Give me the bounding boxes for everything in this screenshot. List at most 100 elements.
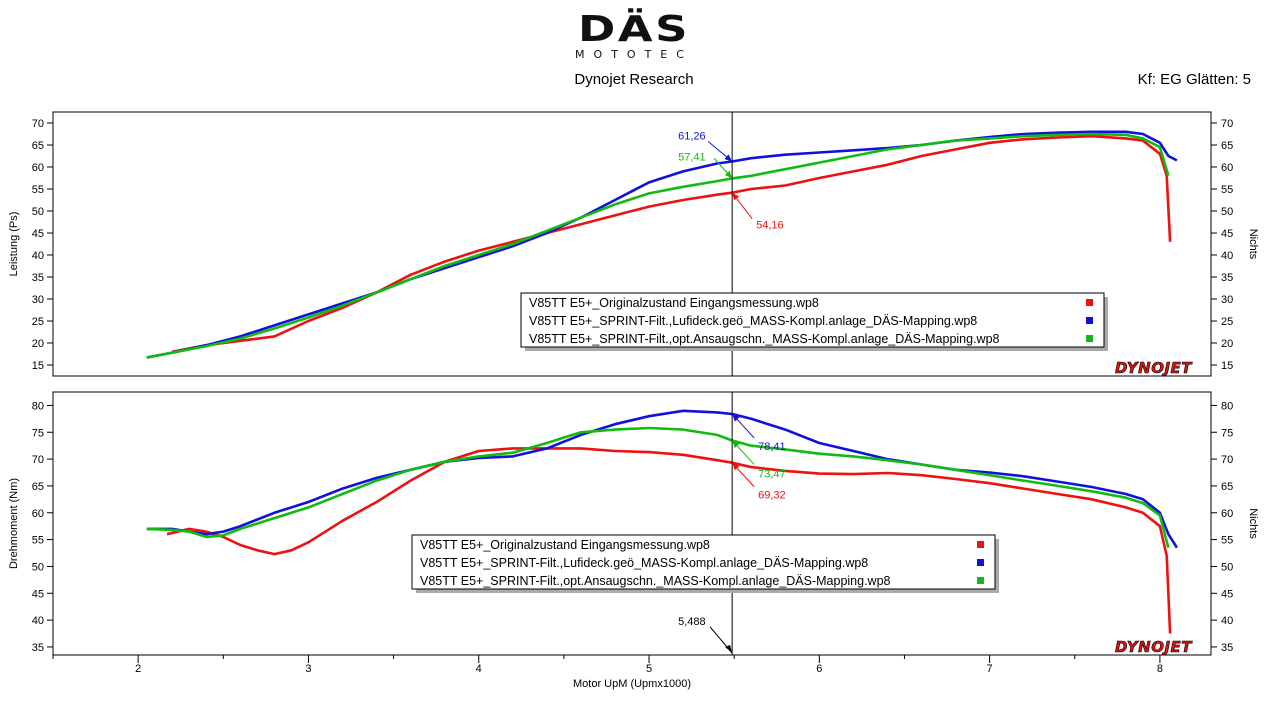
x-tick-label: 5 (646, 663, 652, 675)
y-tick-label-left: 20 (32, 338, 44, 350)
annotation-arrow-head (724, 154, 733, 162)
chart-panel-power: 15 15 20 20 25 25 30 30 35 35 40 40 45 45 50 50 55 55 60 60… (8, 111, 1259, 377)
y-tick-label-right: 40 (1221, 615, 1233, 627)
y-tick-label-right: 70 (1221, 118, 1233, 130)
series-line-2 (146, 130, 1178, 359)
logo-subtext: MOTOTEC (575, 48, 693, 61)
annotation-value-label: 78,41 (758, 441, 786, 453)
series-line-2 (146, 409, 1179, 549)
das-mototec-logo: DÄS MOTOTEC (548, 10, 720, 62)
y-tick-label-right: 60 (1221, 162, 1233, 174)
y-tick-label-left: 60 (32, 508, 44, 520)
x-tick-label: 3 (305, 663, 311, 675)
y-tick-label-right: 30 (1221, 294, 1233, 306)
y-tick-label-left: 65 (32, 140, 44, 152)
y-tick-label-right: 55 (1221, 535, 1233, 547)
y-tick-label-right: 35 (1221, 642, 1233, 654)
x-tick-label: 8 (1157, 663, 1163, 675)
annotation-value-label: 57,41 (678, 151, 706, 163)
legend-color-swatch (1086, 299, 1093, 306)
legend-color-swatch (977, 559, 984, 566)
legend-color-swatch (1086, 317, 1093, 324)
annotation-value-label: 61,26 (678, 130, 706, 142)
y-tick-label-right: 65 (1221, 140, 1233, 152)
y-axis-title: Leistung (Ps) (8, 212, 20, 277)
y-tick-label-left: 25 (32, 316, 44, 328)
annotation-value-label: 73,47 (758, 468, 786, 480)
legend-box (411, 534, 996, 590)
y-tick-label-left: 15 (32, 360, 44, 372)
annotation-arrow-head (724, 170, 733, 179)
y-tick-label-right: 70 (1221, 454, 1233, 466)
smoothing-setting: Kf: EG Glätten: 5 (1137, 71, 1251, 88)
dynojet-logo: DYNOJET (1115, 359, 1193, 377)
cursor-rpm-label: 5,488 (678, 616, 706, 628)
series-line-1 (166, 447, 1172, 634)
x-tick-label: 7 (987, 663, 993, 675)
y-tick-label-right: 50 (1221, 206, 1233, 218)
y-tick-label-right: 75 (1221, 427, 1233, 439)
annotation-value-label: 54,16 (756, 220, 784, 232)
annotation-arrow-head (732, 192, 740, 201)
y-tick-label-left: 70 (32, 118, 44, 130)
y-tick-label-right: 50 (1221, 561, 1233, 573)
annotation-arrow-head (732, 440, 740, 449)
y-tick-label-right: 80 (1221, 400, 1233, 412)
legend-color-swatch (1086, 335, 1093, 342)
y-tick-label-left: 35 (32, 272, 44, 284)
y-tick-label-left: 70 (32, 454, 44, 466)
x-tick-label: 6 (816, 663, 822, 675)
y-tick-label-left: 50 (32, 206, 44, 218)
y-tick-label-left: 50 (32, 561, 44, 573)
y-tick-label-right: 45 (1221, 228, 1233, 240)
y-tick-label-right: 25 (1221, 316, 1233, 328)
x-tick-label: 2 (135, 663, 141, 675)
plot-frame (52, 391, 1212, 656)
y-tick-label-left: 35 (32, 642, 44, 654)
y-tick-label-left: 55 (32, 184, 44, 196)
y-axis-title-right: Nichts (1247, 508, 1259, 539)
y-tick-label-right: 35 (1221, 272, 1233, 284)
legend-entry-label: V85TT E5+_SPRINT-Filt.,Lufideck.geö_MASS… (420, 556, 868, 570)
y-tick-label-left: 55 (32, 535, 44, 547)
legend-entry-label: V85TT E5+_SPRINT-Filt.,Lufideck.geö_MASS… (529, 314, 977, 328)
y-tick-label-left: 65 (32, 481, 44, 493)
y-tick-label-right: 40 (1221, 250, 1233, 262)
y-tick-label-right: 65 (1221, 481, 1233, 493)
dynojet-logo: DYNOJET (1115, 638, 1193, 656)
logo-wordmark: DÄS (577, 9, 691, 50)
legend-box (520, 292, 1105, 348)
y-tick-label-left: 80 (32, 400, 44, 412)
y-tick-label-left: 40 (32, 615, 44, 627)
y-tick-label-left: 30 (32, 294, 44, 306)
y-tick-label-left: 45 (32, 228, 44, 240)
annotation-value-label: 69,32 (758, 490, 786, 502)
x-axis-title: Motor UpM (Upmx1000) (573, 678, 691, 690)
y-tick-label-right: 45 (1221, 588, 1233, 600)
series-line-3 (146, 426, 1170, 549)
y-axis-title-right: Nichts (1247, 229, 1259, 260)
y-tick-label-right: 15 (1221, 360, 1233, 372)
y-tick-label-right: 55 (1221, 184, 1233, 196)
annotation-arrow-head (732, 413, 740, 422)
legend-entry-label: V85TT E5+_Originalzustand Eingangsmessun… (529, 296, 819, 310)
y-tick-label-left: 60 (32, 162, 44, 174)
plot-frame (52, 111, 1212, 377)
y-tick-label-right: 20 (1221, 338, 1233, 350)
series-line-3 (146, 132, 1170, 359)
legend-entry-label: V85TT E5+_SPRINT-Filt.,opt.Ansaugschn._M… (420, 574, 891, 588)
y-axis-title: Drehmoment (Nm) (8, 478, 20, 569)
legend-color-swatch (977, 577, 984, 584)
y-tick-label-right: 60 (1221, 508, 1233, 520)
legend-entry-label: V85TT E5+_SPRINT-Filt.,opt.Ansaugschn._M… (529, 332, 1000, 346)
y-tick-label-left: 75 (32, 427, 44, 439)
x-tick-label: 4 (476, 663, 482, 675)
legend-color-swatch (977, 541, 984, 548)
legend-entry-label: V85TT E5+_Originalzustand Eingangsmessun… (420, 538, 710, 552)
cursor-arrow-head (725, 645, 733, 653)
chart-subtitle: Dynojet Research (574, 71, 694, 88)
annotation-arrow-head (732, 462, 740, 471)
y-tick-label-left: 45 (32, 588, 44, 600)
